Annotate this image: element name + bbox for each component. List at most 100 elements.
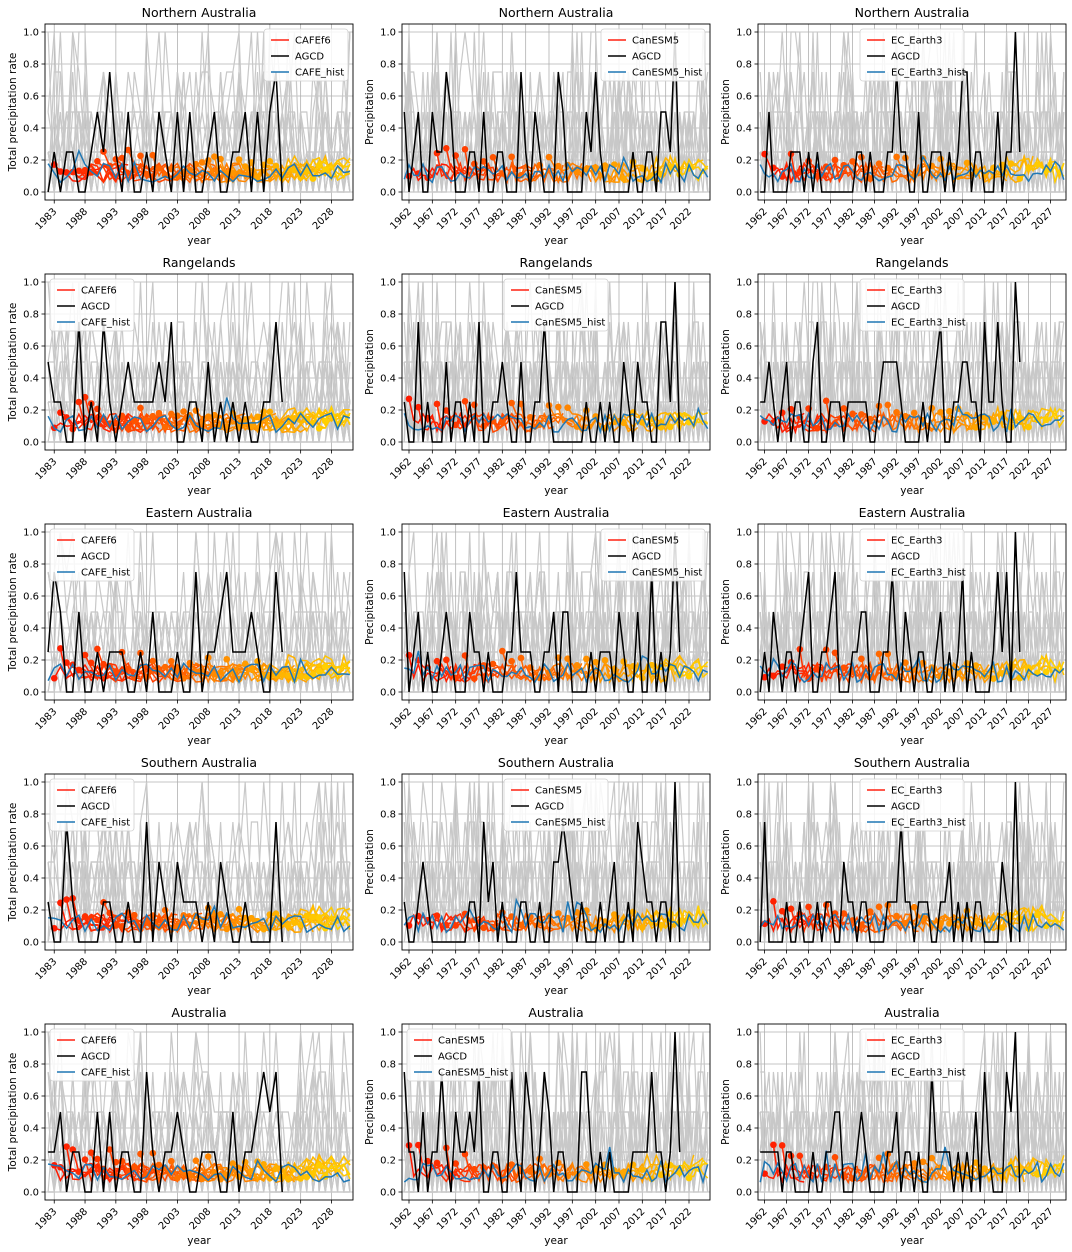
forecast-line: [530, 170, 573, 183]
forecast-start-point: [254, 413, 261, 421]
x-tick-label: 2007: [598, 1206, 624, 1232]
y-tick-label: 0.4: [23, 124, 39, 135]
axes-frame: [401, 273, 711, 451]
x-tick-label: 1987: [854, 206, 880, 232]
y-tick-label: 0.2: [736, 1156, 752, 1167]
forecast-line: [306, 907, 351, 931]
x-tick-label: 2013: [218, 206, 244, 232]
legend-entry: EC_Earth3: [891, 36, 942, 47]
x-tick-label: 2012: [622, 706, 648, 732]
x-axis-label: year: [544, 735, 568, 747]
forecast-start-point: [87, 914, 95, 922]
subplot-5: 0.00.20.40.60.81.01962196719721977198219…: [364, 255, 711, 497]
forecast-start-point: [592, 164, 599, 172]
x-tick-label: 2022: [1008, 456, 1034, 482]
forecast-start-point: [315, 161, 323, 169]
agcd-line: [759, 781, 1021, 943]
x-axis-label: year: [544, 985, 568, 997]
forecast-start-point: [875, 650, 883, 658]
forecast-start-point: [963, 159, 971, 167]
legend-entry: AGCD: [81, 1052, 110, 1063]
x-tick-label: 1967: [412, 456, 438, 482]
forecast-start-point: [858, 655, 865, 663]
forecast-start-point: [297, 921, 304, 928]
forecast-start-point: [309, 913, 317, 921]
forecast-start-point: [260, 925, 267, 933]
y-axis-label: Total precipitation rate: [7, 553, 19, 673]
forecast-start-point: [849, 158, 856, 165]
x-tick-label: 2002: [920, 456, 946, 482]
y-tick-label: 0.4: [380, 1124, 396, 1135]
subplot-title: Northern Australia: [142, 5, 257, 20]
x-tick-label: 1987: [505, 206, 531, 232]
legend: CAFEf6 AGCD CAFE_hist: [49, 1028, 135, 1082]
forecast-start-point: [192, 1157, 200, 1165]
axes-frame: [401, 773, 711, 951]
y-tick-label: 0.0: [23, 688, 39, 699]
forecast-start-point: [910, 1160, 918, 1167]
x-tick-label: 1982: [832, 1206, 858, 1232]
forecast-start-point: [321, 166, 329, 173]
y-tick-label: 0.8: [23, 560, 39, 571]
legend-entry: EC_Earth3_hist: [891, 68, 966, 79]
subplot-title: Eastern Australia: [146, 505, 253, 520]
x-tick-label: 1982: [832, 456, 858, 482]
x-tick-label: 1972: [788, 206, 814, 232]
x-tick-label: 1992: [876, 706, 902, 732]
x-tick-label: 2007: [598, 956, 624, 982]
legend: CanESM5 AGCD CanESM5_hist: [406, 1028, 512, 1082]
x-tick-label: 1997: [898, 206, 924, 232]
x-tick-label: 2002: [575, 956, 601, 982]
y-tick-label: 0.0: [23, 438, 39, 449]
forecast-start-point: [161, 423, 169, 431]
legend-entry: AGCD: [535, 302, 564, 313]
forecast-start-point: [849, 410, 856, 418]
forecast-start-point: [1025, 423, 1032, 431]
forecast-start-point: [620, 1169, 627, 1176]
forecast-start-point: [1042, 668, 1050, 676]
plot-body: [403, 31, 709, 193]
x-tick-label: 2027: [1030, 956, 1056, 982]
x-tick-label: 1992: [876, 956, 902, 982]
y-tick-label: 0.2: [380, 406, 396, 417]
plot-body: [759, 31, 1065, 193]
forecast-start-point: [309, 1169, 317, 1177]
x-tick-label: 1967: [412, 206, 438, 232]
forecast-start-point: [489, 154, 497, 161]
y-tick-label: 1.0: [736, 528, 752, 539]
y-tick-label: 0.8: [380, 560, 396, 571]
forecast-start-point: [461, 145, 469, 153]
axes-frame: [44, 23, 354, 201]
ensemble-line: [403, 281, 709, 443]
y-tick-label: 0.2: [736, 656, 752, 667]
y-tick-label: 1.0: [23, 1028, 39, 1039]
forecast-start-point: [87, 169, 95, 176]
forecast-start-point: [278, 671, 286, 679]
x-tick-label: 2008: [188, 956, 214, 982]
y-tick-label: 0.6: [23, 592, 39, 603]
x-tick-label: 1977: [458, 706, 484, 732]
legend: EC_Earth3 AGCD EC_Earth3_hist: [859, 28, 966, 82]
x-tick-label: 2022: [668, 706, 694, 732]
subplot-11: 0.00.20.40.60.81.01962196719721977198219…: [364, 755, 711, 997]
axes-frame: [44, 273, 354, 451]
forecast-line: [948, 411, 990, 435]
y-tick-label: 0.2: [380, 656, 396, 667]
y-tick-label: 0.6: [736, 1092, 752, 1103]
y-tick-label: 1.0: [380, 778, 396, 789]
forecast-line: [660, 657, 704, 676]
y-tick-label: 1.0: [380, 1028, 396, 1039]
forecast-start-point: [415, 1141, 422, 1149]
x-axis-label: year: [544, 485, 568, 497]
y-tick-label: 0.0: [736, 938, 752, 949]
ensemble-line: [403, 531, 708, 693]
y-tick-label: 0.6: [736, 592, 752, 603]
x-tick-label: 2017: [986, 206, 1012, 232]
forecast-start-point: [508, 153, 515, 161]
agcd-line: [759, 531, 1021, 693]
x-tick-label: 1977: [810, 706, 836, 732]
forecast-start-point: [770, 164, 777, 172]
legend-entry: EC_Earth3: [891, 1036, 942, 1047]
